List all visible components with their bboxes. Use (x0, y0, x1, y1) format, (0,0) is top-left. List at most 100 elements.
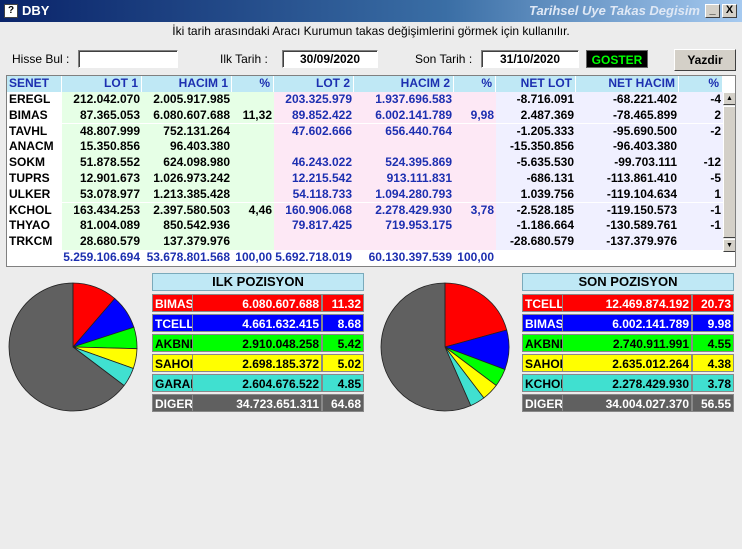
close-button[interactable]: X (722, 4, 737, 18)
table-cell (232, 171, 274, 187)
col-header[interactable]: HACIM 1 (142, 76, 232, 92)
table-cell: 1.039.756 (496, 186, 576, 203)
table-cell: 524.395.869 (354, 155, 454, 171)
table-row[interactable]: BIMAS 87.365.053 6.080.607.688 11,32 89.852.… (7, 107, 723, 124)
pie-slice-diger (380, 282, 472, 412)
table-cell: ANACM (9, 139, 54, 154)
table-cell: -4 (679, 92, 723, 108)
table-cell: 850.542.936 (142, 218, 232, 234)
col-header[interactable]: SENET (7, 76, 62, 92)
table-cell: 47.602.666 (274, 123, 354, 140)
table-cell: 6.002.141.789 (354, 107, 454, 124)
table-cell: 28.680.579 (62, 234, 142, 250)
table-cell (454, 155, 496, 171)
table-cell: -95.690.500 (576, 123, 679, 140)
table-cell (354, 139, 454, 155)
table-cell: 4,46 (232, 202, 274, 219)
table-cell: -2.528.185 (496, 202, 576, 219)
table-cell (454, 123, 496, 140)
col-header[interactable]: % (679, 76, 723, 92)
table-cell (232, 155, 274, 171)
col-header[interactable]: NET LOT (496, 76, 576, 92)
table-cell (454, 92, 496, 108)
hisse-search-input[interactable] (78, 50, 178, 68)
table-cell: -78.465.899 (576, 107, 679, 124)
total-hacim1: 53.678.801.568 (142, 250, 232, 266)
table-row[interactable]: ULKER 53.078.977 1.213.385.428 54.118.733 1.… (7, 186, 723, 203)
col-header[interactable]: % (232, 76, 274, 92)
table-header: SENET LOT 1 HACIM 1 % LOT 2 HACIM 2 % NE… (7, 76, 723, 92)
yazdir-button[interactable]: Yazdir (674, 49, 736, 71)
goster-button[interactable]: GOSTER (586, 50, 648, 68)
table-cell: 54.118.733 (274, 186, 354, 203)
window-title: DBY (22, 3, 50, 18)
position-pct: 64.68 (322, 394, 364, 412)
table-cell: 2 (679, 107, 723, 124)
table-row[interactable]: THYAO 81.004.089 850.542.936 79.817.425 719.… (7, 218, 723, 234)
table-cell (679, 234, 723, 250)
scroll-up-icon[interactable]: ▲ (723, 92, 735, 105)
table-cell: 51.878.552 (62, 155, 142, 171)
window-subtitle: Tarihsel Uye Takas Degisim (528, 3, 700, 18)
table-row[interactable]: TUPRS 12.901.673 1.026.973.242 12.215.542 91… (7, 171, 723, 187)
table-cell: -130.589.761 (576, 218, 679, 234)
col-header[interactable]: LOT 2 (274, 76, 354, 92)
table-row[interactable]: ANACM 15.350.856 96.403.380 -15.350.856 -96.… (7, 139, 723, 155)
table-cell: 656.440.764 (354, 123, 454, 140)
table-cell: 1.094.280.793 (354, 186, 454, 203)
total-hacim2: 60.130.397.539 (354, 250, 454, 266)
table-cell: 2.278.429.930 (354, 202, 454, 219)
position-value: 2.278.429.930 (562, 374, 692, 392)
table-cell: 913.111.831 (354, 171, 454, 187)
son-tarih-field[interactable]: 31/10/2020 (481, 50, 579, 68)
table-cell: -1.205.333 (496, 123, 576, 140)
position-value: 2.604.676.522 (192, 374, 322, 392)
table-cell: -1 (679, 202, 723, 219)
table-cell: 81.004.089 (62, 218, 142, 234)
ilk-tarih-field[interactable]: 30/09/2020 (282, 50, 378, 68)
table-cell: -8.716.091 (496, 92, 576, 108)
table-row[interactable]: SOKM 51.878.552 624.098.980 46.243.022 524.3… (7, 155, 723, 171)
col-header[interactable]: HACIM 2 (354, 76, 454, 92)
col-header[interactable]: % (454, 76, 496, 92)
position-value: 34.004.027.370 (562, 394, 692, 412)
position-value: 6.080.607.688 (192, 294, 322, 312)
table-cell (454, 171, 496, 187)
table-cell (232, 218, 274, 234)
table-row[interactable]: TAVHL 48.807.999 752.131.264 47.602.666 656.… (7, 123, 723, 140)
table-cell: -119.104.634 (576, 186, 679, 203)
takas-table: SENET LOT 1 HACIM 1 % LOT 2 HACIM 2 % NE… (6, 75, 736, 267)
position-value: 12.469.874.192 (562, 294, 692, 312)
position-value: 2.635.012.264 (562, 354, 692, 372)
position-pct: 4.38 (692, 354, 734, 372)
table-row[interactable]: EREGL 212.042.070 2.005.917.985 203.325.979… (7, 92, 723, 108)
position-pct: 56.55 (692, 394, 734, 412)
table-cell: TUPRS (9, 171, 50, 185)
total-pct2: 100,00 (454, 250, 496, 266)
scroll-down-icon[interactable]: ▼ (723, 239, 735, 252)
minimize-button[interactable]: _ (705, 4, 720, 18)
table-cell: -99.703.111 (576, 155, 679, 171)
table-cell (679, 139, 723, 155)
col-header[interactable]: LOT 1 (62, 76, 142, 92)
table-cell: -15.350.856 (496, 139, 576, 155)
title-bar: ? DBY Tarihsel Uye Takas Degisim _ X (0, 0, 742, 22)
position-pct: 4.85 (322, 374, 364, 392)
table-cell (454, 218, 496, 234)
table-row[interactable]: KCHOL 163.434.253 2.397.580.503 4,46 160.906… (7, 202, 723, 219)
table-cell (354, 234, 454, 250)
col-header[interactable]: NET HACIM (576, 76, 679, 92)
table-cell: -1 (679, 218, 723, 234)
table-cell: -12 (679, 155, 723, 171)
table-cell: 53.078.977 (62, 186, 142, 203)
table-cell: 2.397.580.503 (142, 202, 232, 219)
table-row[interactable]: TRKCM 28.680.579 137.379.976 -28.680.579 -13… (7, 234, 723, 250)
position-value: 2.740.911.991 (562, 334, 692, 352)
position-pct: 5.42 (322, 334, 364, 352)
hisse-label: Hisse Bul : (12, 52, 70, 66)
table-cell: 6.080.607.688 (142, 107, 232, 124)
pie-slice-diger (8, 282, 125, 412)
scroll-thumb[interactable] (723, 106, 735, 238)
app-icon[interactable]: ? (4, 4, 18, 18)
table-scrollbar[interactable]: ▲ ▼ (723, 92, 735, 252)
